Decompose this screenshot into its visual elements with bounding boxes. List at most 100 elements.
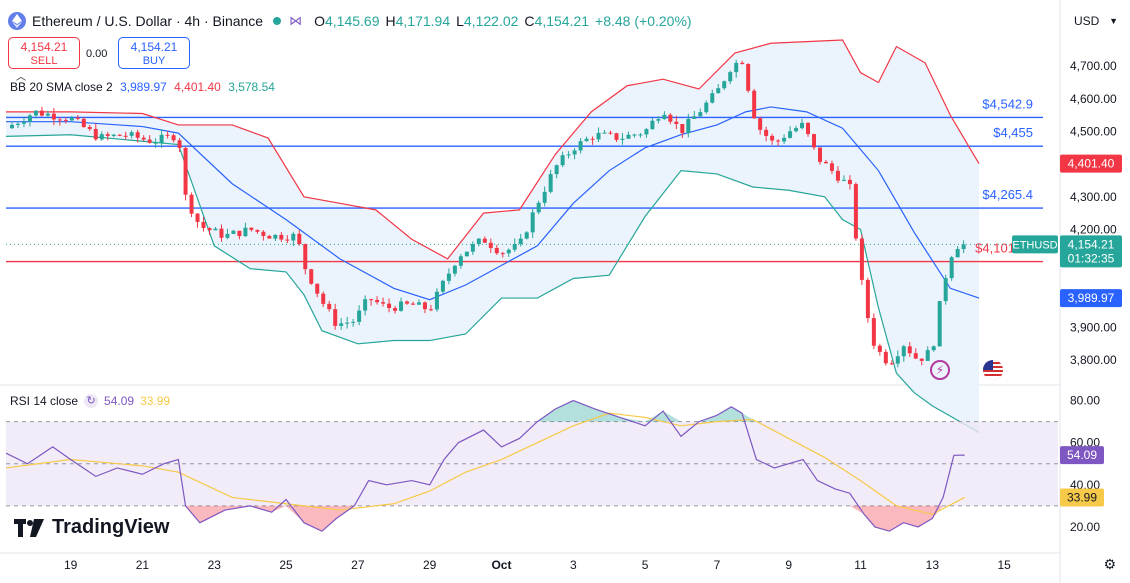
candle-body[interactable] [638, 134, 643, 136]
candle-body[interactable] [422, 302, 427, 310]
candle-body[interactable] [464, 251, 469, 257]
candle-body[interactable] [375, 299, 380, 303]
candle-body[interactable] [692, 116, 697, 119]
candle-body[interactable] [722, 81, 727, 89]
symbol-title[interactable]: Ethereum / U.S. Dollar · 4h · Binance [32, 13, 264, 29]
candle-body[interactable] [458, 256, 463, 266]
candle-body[interactable] [925, 350, 930, 361]
candle-body[interactable] [111, 134, 116, 136]
candle-body[interactable] [87, 126, 92, 129]
candle-body[interactable] [895, 356, 900, 364]
candle-body[interactable] [255, 229, 260, 232]
candle-body[interactable] [782, 137, 787, 142]
candle-body[interactable] [883, 351, 888, 364]
candle-body[interactable] [357, 310, 362, 322]
candle-body[interactable] [823, 161, 828, 164]
candle-body[interactable] [500, 253, 505, 255]
candle-body[interactable] [33, 110, 38, 116]
candle-body[interactable] [524, 232, 529, 239]
candle-body[interactable] [452, 265, 457, 274]
candle-body[interactable] [69, 117, 74, 121]
candle-body[interactable] [728, 72, 733, 82]
candle-body[interactable] [303, 244, 308, 270]
candle-body[interactable] [393, 308, 398, 311]
candle-body[interactable] [901, 346, 906, 357]
candle-body[interactable] [494, 247, 499, 254]
candle-body[interactable] [632, 134, 637, 136]
candle-body[interactable] [734, 62, 739, 73]
candle-body[interactable] [273, 234, 278, 239]
lightning-event-icon[interactable]: ⚡ [930, 360, 950, 380]
candle-body[interactable] [315, 283, 320, 294]
candle-body[interactable] [231, 230, 236, 234]
candle-body[interactable] [698, 112, 703, 117]
rsi-legend[interactable]: RSI 14 close ↻ 54.09 33.99 [10, 394, 170, 408]
candle-body[interactable] [9, 124, 14, 129]
candle-body[interactable] [470, 243, 475, 252]
candle-body[interactable] [213, 228, 218, 231]
candle-body[interactable] [752, 90, 757, 119]
candle-body[interactable] [806, 122, 811, 135]
candle-body[interactable] [829, 163, 834, 171]
candle-body[interactable] [835, 170, 840, 181]
candle-body[interactable] [817, 147, 822, 162]
candle-body[interactable] [913, 353, 918, 359]
candle-body[interactable] [614, 133, 619, 140]
candle-body[interactable] [548, 174, 553, 192]
candle-body[interactable] [345, 322, 350, 324]
buy-button[interactable]: 4,154.21 BUY [118, 37, 190, 69]
candle-body[interactable] [476, 238, 481, 244]
candle-body[interactable] [339, 323, 344, 326]
candle-body[interactable] [889, 363, 894, 365]
candle-body[interactable] [159, 134, 164, 143]
candle-body[interactable] [183, 147, 188, 195]
candle-body[interactable] [63, 119, 68, 121]
candle-body[interactable] [776, 140, 781, 142]
candle-body[interactable] [321, 293, 326, 304]
candle-body[interactable] [27, 115, 32, 122]
candle-body[interactable] [656, 119, 661, 121]
candle-body[interactable] [620, 138, 625, 140]
candle-body[interactable] [243, 227, 248, 237]
candle-body[interactable] [536, 202, 541, 213]
candle-body[interactable] [847, 179, 852, 185]
candle-body[interactable] [369, 299, 374, 301]
candle-body[interactable] [608, 132, 613, 134]
candle-body[interactable] [518, 238, 523, 244]
candle-body[interactable] [554, 165, 559, 175]
candle-body[interactable] [440, 280, 445, 292]
candle-body[interactable] [225, 233, 230, 238]
candle-body[interactable] [123, 135, 128, 137]
candle-body[interactable] [147, 139, 152, 143]
collapse-chevron-icon[interactable]: ︿ [16, 72, 26, 83]
candle-body[interactable] [446, 273, 451, 281]
candle-body[interactable] [381, 302, 386, 304]
candle-body[interactable] [416, 302, 421, 305]
candle-body[interactable] [309, 269, 314, 284]
candle-body[interactable] [135, 132, 140, 138]
candle-body[interactable] [740, 62, 745, 65]
candle-body[interactable] [75, 117, 80, 119]
candle-body[interactable] [770, 135, 775, 141]
candle-body[interactable] [285, 239, 290, 241]
candle-body[interactable] [81, 118, 86, 127]
share-icon[interactable]: ⋈ [289, 13, 303, 28]
candle-body[interactable] [279, 234, 284, 240]
candle-body[interactable] [578, 141, 583, 151]
candle-body[interactable] [267, 235, 272, 239]
candle-body[interactable] [931, 346, 936, 351]
candle-body[interactable] [937, 301, 942, 347]
candle-body[interactable] [877, 345, 882, 352]
candle-body[interactable] [219, 228, 224, 238]
candle-body[interactable] [943, 278, 948, 302]
candle-body[interactable] [434, 291, 439, 310]
candle-body[interactable] [237, 230, 242, 237]
candle-body[interactable] [662, 114, 667, 120]
candle-body[interactable] [841, 179, 846, 181]
candle-body[interactable] [177, 140, 182, 148]
candle-body[interactable] [488, 242, 493, 248]
candle-body[interactable] [626, 134, 631, 139]
candle-body[interactable] [758, 118, 763, 130]
candle-body[interactable] [865, 279, 870, 319]
candle-body[interactable] [99, 134, 104, 140]
